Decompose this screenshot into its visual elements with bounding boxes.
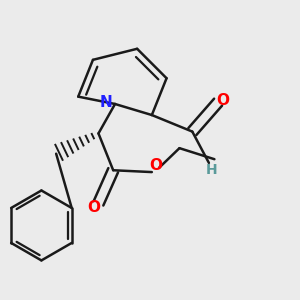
- Text: H: H: [206, 163, 218, 177]
- Text: O: O: [88, 200, 100, 215]
- Text: O: O: [216, 93, 229, 108]
- Text: O: O: [149, 158, 162, 173]
- Text: N: N: [100, 95, 112, 110]
